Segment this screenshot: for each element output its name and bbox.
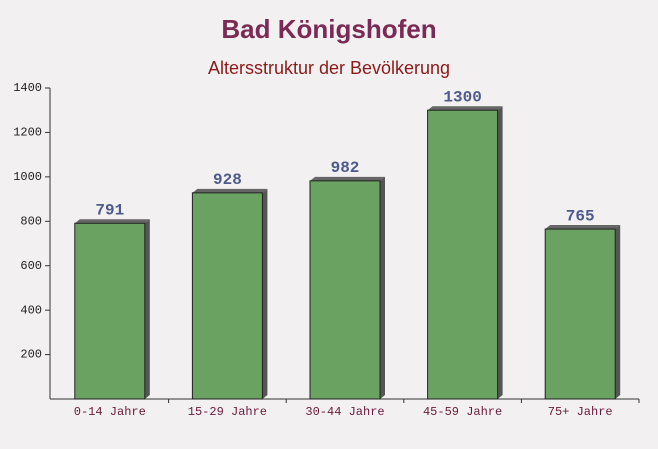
- bar-shadow: [545, 225, 621, 230]
- bar-shadow: [615, 225, 621, 399]
- bar-shadow: [427, 106, 503, 111]
- bar-shadow: [192, 188, 268, 193]
- x-tick-label: 45-59 Jahre: [423, 405, 502, 419]
- x-tick-label: 75+ Jahre: [548, 405, 613, 419]
- bar: [427, 109, 499, 400]
- bar: [544, 228, 616, 400]
- value-label: 928: [213, 171, 242, 189]
- y-tick-label: 1000: [13, 170, 42, 184]
- bar-shadow: [310, 176, 385, 181]
- value-label: 982: [331, 159, 360, 177]
- bar: [74, 222, 146, 400]
- chart-title: Bad Königshofen: [221, 14, 436, 44]
- value-label: 791: [95, 202, 124, 220]
- y-tick-label: 1400: [13, 81, 42, 95]
- bar-shadow: [380, 176, 385, 399]
- bar-shadow: [144, 219, 150, 399]
- x-tick-label: 0-14 Jahre: [74, 405, 146, 419]
- bar: [309, 180, 381, 400]
- y-tick-label: 800: [20, 214, 42, 228]
- y-tick-label: 400: [20, 303, 42, 317]
- x-tick-label: 30-44 Jahre: [305, 405, 384, 419]
- y-tick-label: 600: [20, 259, 42, 273]
- x-tick-label: 15-29 Jahre: [188, 405, 267, 419]
- value-label: 765: [566, 207, 595, 225]
- bar-shadow: [262, 188, 268, 399]
- bar: [191, 192, 263, 400]
- chart-subtitle: Altersstruktur der Bevölkerung: [208, 58, 450, 78]
- bar-shadow: [497, 106, 503, 399]
- y-tick-label: 200: [20, 348, 42, 362]
- value-label: 1300: [443, 88, 481, 106]
- y-tick-label: 1200: [13, 126, 42, 140]
- bar-shadow: [74, 219, 150, 224]
